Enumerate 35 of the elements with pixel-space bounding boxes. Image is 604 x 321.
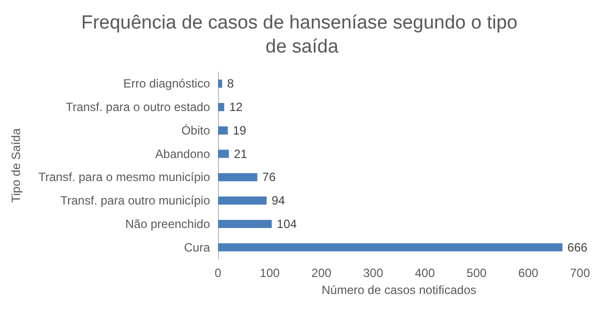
data-label: 21 bbox=[234, 146, 248, 161]
data-label: 12 bbox=[229, 100, 243, 114]
x-tick-label: 500 bbox=[466, 266, 487, 280]
x-tick-label: 300 bbox=[363, 266, 384, 280]
bar bbox=[218, 196, 267, 205]
bar bbox=[218, 220, 272, 228]
x-axis-title: Número de casos notificados bbox=[322, 282, 476, 297]
x-tick-label: 400 bbox=[414, 266, 436, 280]
y-tick-label: Transf. para o mesmo município bbox=[38, 170, 210, 184]
y-tick-label: Óbito bbox=[181, 123, 210, 138]
data-label: 666 bbox=[567, 240, 588, 254]
bar bbox=[218, 150, 229, 158]
y-axis-title: Tipo de Saída bbox=[9, 128, 23, 203]
x-tick-label: 600 bbox=[518, 266, 539, 280]
y-tick-label: Erro diagnóstico bbox=[123, 76, 210, 91]
bar bbox=[218, 243, 562, 252]
x-tick-label: 100 bbox=[260, 266, 280, 280]
data-label: 76 bbox=[262, 170, 276, 184]
data-label: 19 bbox=[232, 123, 246, 138]
bar bbox=[218, 173, 258, 182]
y-tick-label: Transf. para o outro estado bbox=[66, 100, 210, 114]
chart-title: Frequência de casos de hanseníase segundo o tipo de saída bbox=[81, 12, 523, 58]
y-tick-label: Cura bbox=[184, 240, 210, 254]
y-tick-label: Abandono bbox=[155, 146, 210, 161]
x-tick-label: 200 bbox=[311, 266, 332, 280]
y-tick-label: Não preenchido bbox=[125, 216, 210, 231]
bar bbox=[218, 80, 222, 88]
x-tick-label: 700 bbox=[570, 266, 590, 280]
bar bbox=[218, 126, 228, 135]
y-tick-label: Transf. para outro município bbox=[60, 194, 210, 208]
x-tick-label: 0 bbox=[214, 266, 222, 280]
data-label: 8 bbox=[227, 76, 234, 91]
bar bbox=[218, 102, 224, 112]
data-label: 104 bbox=[276, 216, 298, 231]
data-label: 94 bbox=[272, 194, 286, 208]
